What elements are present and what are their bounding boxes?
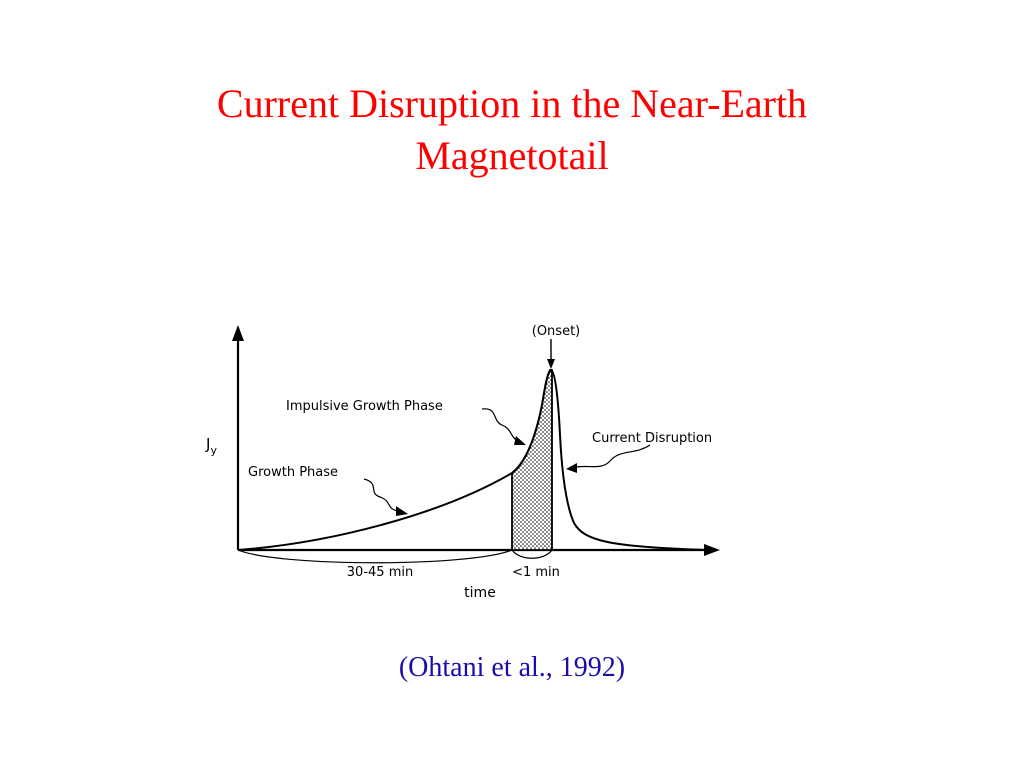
growth-pointer-arrowhead <box>396 506 408 516</box>
growth-phase-label: Growth Phase <box>248 465 338 480</box>
x-axis-label: time <box>464 585 496 601</box>
impulsive-interval-label: <1 min <box>512 565 560 580</box>
growth-pointer <box>363 478 399 512</box>
impulsive-pointer <box>481 408 519 442</box>
disruption-pointer <box>575 444 651 468</box>
growth-interval-brace <box>237 549 513 564</box>
impulsive-growth-phase-label: Impulsive Growth Phase <box>286 399 443 414</box>
onset-arrowhead <box>547 359 555 369</box>
disruption-pointer-arrowhead <box>566 463 577 473</box>
impulsive-phase-region <box>511 369 553 551</box>
jy-curve <box>237 368 709 551</box>
current-disruption-diagram: (Onset) Impulsive Growth Phase Current D… <box>180 305 780 615</box>
y-axis-arrowhead <box>232 325 244 341</box>
x-axis-arrowhead <box>704 544 720 556</box>
growth-interval-label: 30-45 min <box>347 565 413 580</box>
title-line-1: Current Disruption in the Near-Earth <box>216 81 808 126</box>
current-disruption-label: Current Disruption <box>592 431 712 446</box>
slide-title: Current Disruption in the Near-Earth Mag… <box>0 78 1024 182</box>
impulsive-interval-brace <box>511 549 553 559</box>
title-line-2: Magnetotail <box>415 133 609 178</box>
impulsive-pointer-arrowhead <box>514 436 526 445</box>
citation: (Ohtani et al., 1992) <box>398 652 626 683</box>
y-axis-label: Jy <box>205 435 217 457</box>
onset-label: (Onset) <box>532 324 580 339</box>
